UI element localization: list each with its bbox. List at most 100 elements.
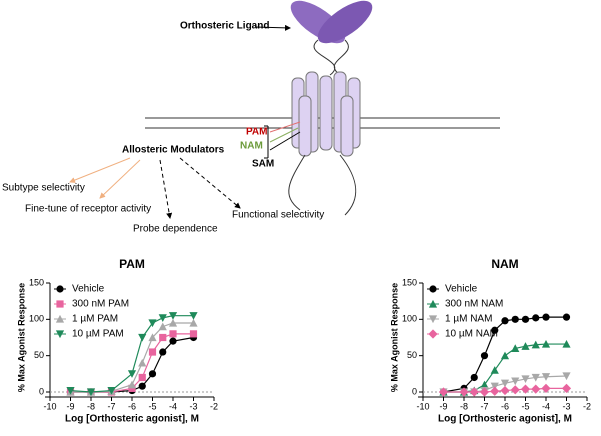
marker: [562, 372, 571, 381]
series-line: [70, 315, 194, 393]
marker: [428, 299, 438, 308]
marker: [148, 348, 157, 356]
marker: [107, 386, 116, 395]
y-axis-label: % Max Agonist Response: [389, 283, 399, 392]
marker: [66, 386, 75, 395]
chart-title: NAM: [491, 257, 518, 271]
x-tick-label: -10: [416, 401, 429, 411]
marker: [428, 329, 438, 339]
marker: [541, 373, 551, 381]
marker: [189, 330, 198, 338]
marker: [531, 340, 540, 349]
marker: [168, 318, 178, 327]
legend-label: 10 µM NAM: [445, 329, 498, 340]
y-tick-label: 100: [402, 314, 417, 324]
pam-label: PAM: [246, 127, 267, 138]
marker: [169, 337, 177, 345]
marker: [158, 314, 167, 322]
chart-title: PAM: [119, 257, 145, 271]
x-axis-label: Log [Orthosteric agonist], M: [438, 414, 572, 425]
y-tick-label: 50: [407, 350, 417, 360]
marker: [55, 330, 65, 339]
x-tick-label: -8: [87, 401, 95, 411]
legend-label: Vehicle: [72, 284, 105, 295]
nam-label: NAM: [240, 141, 263, 152]
marker: [459, 387, 469, 397]
marker: [148, 333, 157, 342]
marker: [532, 314, 540, 322]
marker: [56, 285, 64, 293]
marker: [159, 348, 167, 356]
x-tick-label: -2: [210, 401, 218, 411]
modulators-label: Allosteric Modulators: [122, 145, 225, 156]
x-tick-label: -6: [128, 401, 136, 411]
y-tick-label: 100: [29, 314, 44, 324]
outcome: Subtype selectivity: [2, 183, 85, 194]
x-tick-label: -4: [542, 401, 550, 411]
marker: [511, 315, 519, 323]
marker: [541, 339, 551, 348]
marker: [562, 339, 571, 348]
y-tick-label: 150: [402, 277, 417, 287]
marker: [127, 370, 137, 378]
marker: [500, 385, 510, 396]
outcome: Probe dependence: [133, 224, 218, 235]
marker: [490, 366, 499, 374]
x-tick-label: -10: [43, 401, 56, 411]
marker: [479, 387, 490, 397]
legend-label: 1 µM NAM: [445, 314, 492, 325]
marker: [490, 386, 500, 396]
x-tick-label: -6: [501, 401, 509, 411]
x-axis-label: Log [Orthosteric agonist], M: [65, 414, 199, 425]
marker: [470, 373, 478, 382]
marker: [86, 388, 96, 397]
marker: [127, 380, 137, 389]
marker: [521, 375, 530, 384]
marker: [511, 377, 520, 386]
y-axis-label: % Max Agonist Response: [16, 283, 26, 392]
x-tick-label: -5: [148, 401, 156, 411]
x-tick-label: -9: [439, 401, 447, 411]
marker: [561, 383, 572, 393]
marker: [480, 352, 489, 360]
outcome: Functional selectivity: [232, 210, 324, 221]
marker: [480, 380, 489, 389]
marker: [542, 313, 550, 321]
marker: [428, 315, 438, 324]
marker: [469, 387, 479, 397]
x-tick-label: -7: [480, 401, 488, 411]
marker: [168, 312, 178, 320]
marker: [189, 318, 198, 327]
x-tick-label: -4: [169, 401, 177, 411]
marker: [438, 387, 449, 397]
marker: [138, 333, 147, 342]
marker: [531, 373, 540, 382]
marker: [511, 344, 520, 352]
marker: [138, 358, 147, 367]
marker: [501, 317, 509, 325]
y-tick-label: 0: [39, 386, 44, 396]
legend-label: 10 µM PAM: [72, 329, 124, 340]
legend-label: Vehicle: [445, 284, 478, 295]
marker: [148, 319, 157, 328]
marker: [56, 300, 64, 308]
x-tick-label: -3: [562, 401, 570, 411]
marker: [55, 314, 65, 323]
marker: [562, 313, 571, 321]
legend-label: 300 nM PAM: [72, 299, 129, 310]
marker: [520, 384, 531, 394]
marker: [521, 315, 530, 323]
marker: [159, 333, 167, 342]
marker: [531, 384, 541, 394]
y-tick-label: 50: [34, 350, 44, 360]
marker: [148, 370, 157, 378]
y-tick-label: 150: [29, 277, 44, 287]
marker: [138, 382, 146, 390]
ligand-label: Orthosteric Ligand: [180, 21, 269, 32]
marker: [189, 312, 198, 320]
marker: [521, 342, 530, 350]
marker: [500, 351, 510, 360]
marker: [490, 382, 499, 391]
marker: [510, 385, 520, 395]
